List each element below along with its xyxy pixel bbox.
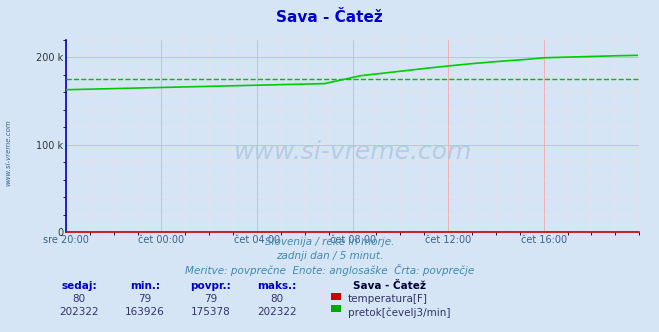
Text: 80: 80: [72, 294, 86, 304]
Text: maks.:: maks.:: [257, 281, 297, 290]
Text: www.si-vreme.com: www.si-vreme.com: [5, 119, 11, 186]
Text: zadnji dan / 5 minut.: zadnji dan / 5 minut.: [276, 251, 383, 261]
Text: 202322: 202322: [59, 307, 99, 317]
Text: 163926: 163926: [125, 307, 165, 317]
Text: 202322: 202322: [257, 307, 297, 317]
Text: www.si-vreme.com: www.si-vreme.com: [233, 139, 472, 164]
Text: Sava - Čatež: Sava - Čatež: [276, 10, 383, 25]
Text: pretok[čevelj3/min]: pretok[čevelj3/min]: [348, 307, 451, 318]
Text: 79: 79: [138, 294, 152, 304]
Text: temperatura[F]: temperatura[F]: [348, 294, 428, 304]
Text: povpr.:: povpr.:: [190, 281, 231, 290]
Text: Slovenija / reke in morje.: Slovenija / reke in morje.: [265, 237, 394, 247]
Text: Sava - Čatež: Sava - Čatež: [353, 281, 426, 290]
Text: min.:: min.:: [130, 281, 160, 290]
Text: 80: 80: [270, 294, 283, 304]
Text: 175378: 175378: [191, 307, 231, 317]
Text: Meritve: povprečne  Enote: anglosaške  Črta: povprečje: Meritve: povprečne Enote: anglosaške Črt…: [185, 264, 474, 276]
Text: 79: 79: [204, 294, 217, 304]
Text: sedaj:: sedaj:: [61, 281, 97, 290]
